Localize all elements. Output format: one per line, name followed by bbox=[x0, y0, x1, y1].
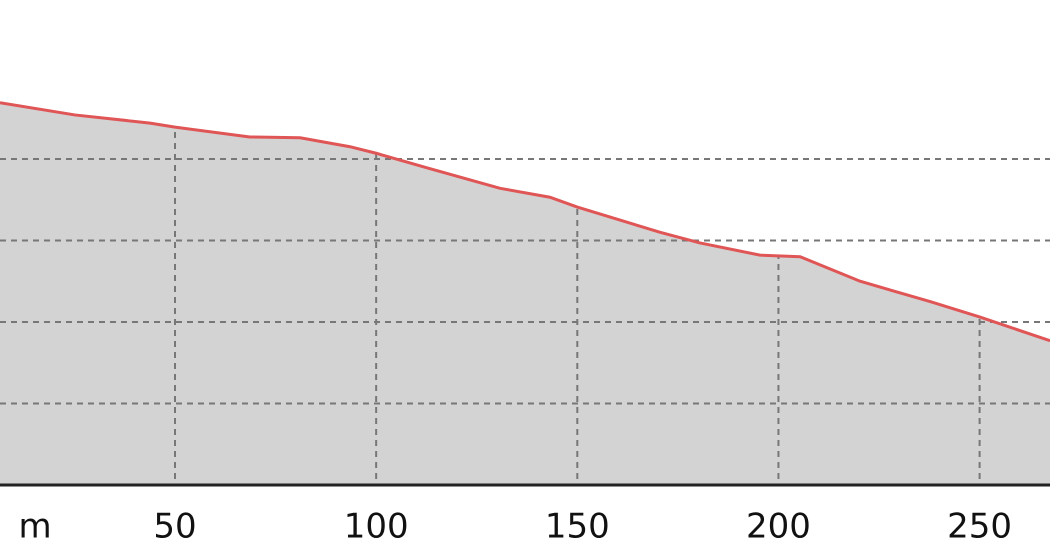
line bbox=[0, 101, 1050, 343]
x-tick-label: 100 bbox=[344, 507, 409, 547]
area bbox=[0, 102, 1050, 486]
x-tick-label: 250 bbox=[947, 507, 1012, 547]
x-tick-label: 50 bbox=[153, 507, 196, 547]
x-axis-label: m bbox=[18, 507, 51, 547]
x-tick-label: 200 bbox=[746, 507, 811, 547]
x-tick-label: 150 bbox=[545, 507, 610, 547]
